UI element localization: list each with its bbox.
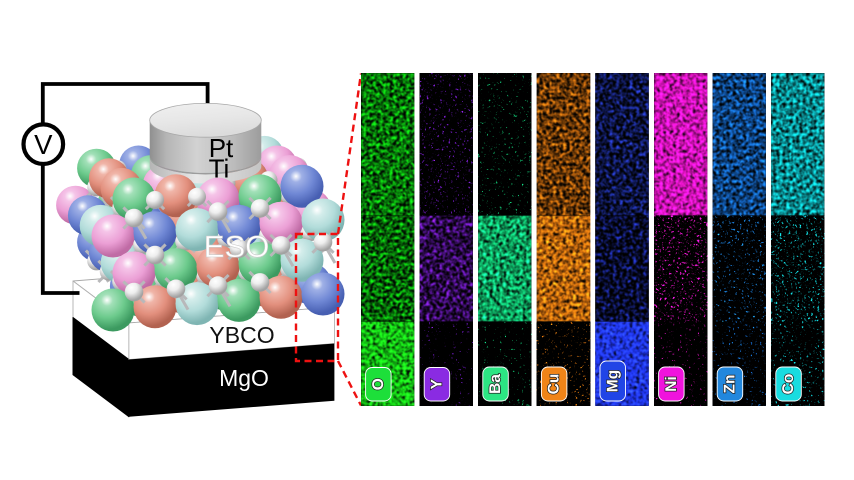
svg-text:Ba: Ba [487,374,504,394]
svg-text:YBCO: YBCO [209,322,274,348]
svg-text:Ti: Ti [209,154,230,184]
svg-text:ESO: ESO [204,229,269,264]
svg-text:O: O [370,378,387,390]
svg-text:MgO: MgO [219,365,269,391]
svg-text:Mg: Mg [604,370,621,392]
svg-text:Zn: Zn [722,375,739,394]
svg-text:Pt: Pt [209,133,234,163]
svg-text:V: V [34,129,53,160]
svg-text:Ni: Ni [663,376,680,392]
svg-text:Cu: Cu [546,374,563,395]
svg-text:Y: Y [429,378,446,389]
svg-text:Co: Co [780,374,797,395]
